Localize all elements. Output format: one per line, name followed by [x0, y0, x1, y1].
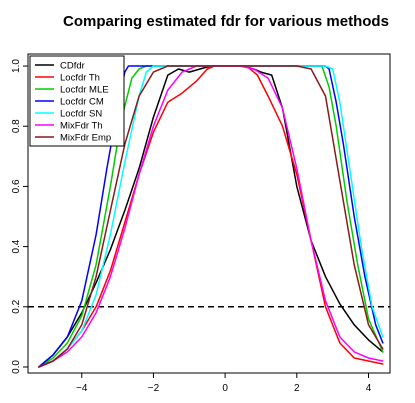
legend-label: CDfdr — [60, 61, 85, 72]
chart-title: Comparing estimated fdr for various meth… — [63, 13, 389, 30]
legend-label: MixFdr Emp — [60, 133, 111, 144]
plot-frame — [27, 53, 391, 374]
x-tick-label: −4 — [76, 383, 88, 394]
legend-label: MixFdr Th — [60, 121, 103, 132]
series-layer — [28, 65, 390, 368]
axes: −4 −2 0 2 4 0.0 0.2 0.4 0.6 0.8 1.0 — [11, 59, 372, 394]
y-tick-label: 1.0 — [11, 59, 22, 73]
legend-label: Locfdr SN — [60, 109, 102, 120]
y-tick-label: 0.0 — [11, 360, 22, 374]
legend-label: Locfdr MLE — [60, 85, 109, 96]
legend-label: Locfdr CM — [60, 97, 104, 108]
x-tick-label: −2 — [148, 383, 160, 394]
y-tick-label: 0.2 — [11, 299, 22, 313]
x-tick-label: 4 — [366, 383, 372, 394]
x-tick-label: 2 — [294, 383, 300, 394]
x-tick-label: 0 — [222, 383, 228, 394]
legend-label: Locfdr Th — [60, 73, 100, 84]
y-tick-label: 0.8 — [11, 119, 22, 133]
series-line-mixfdr-emp — [38, 65, 384, 368]
y-tick-label: 0.4 — [11, 239, 22, 253]
y-tick-label: 0.6 — [11, 179, 22, 193]
